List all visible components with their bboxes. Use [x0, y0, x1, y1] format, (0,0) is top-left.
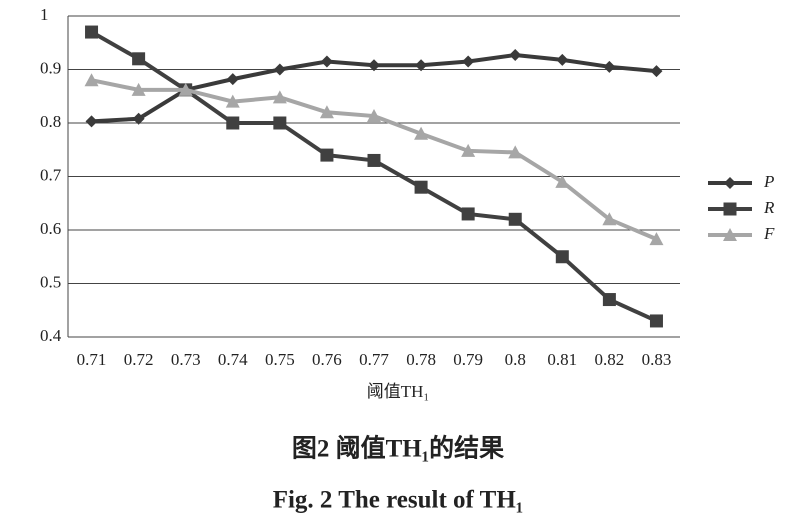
- marker: [368, 59, 380, 72]
- marker: [555, 174, 570, 188]
- legend-label: F: [763, 224, 775, 243]
- x-tick-label: 0.77: [359, 350, 389, 369]
- marker: [273, 63, 286, 76]
- x-tick-label: 0.81: [547, 350, 577, 369]
- x-tick-label: 0.76: [312, 350, 342, 369]
- marker: [132, 52, 146, 66]
- marker: [272, 90, 287, 104]
- marker: [508, 145, 523, 159]
- y-tick-label: 0.9: [40, 58, 61, 77]
- marker: [320, 148, 334, 162]
- marker: [226, 116, 240, 130]
- marker: [319, 105, 334, 119]
- marker: [320, 55, 333, 68]
- x-axis-label: 阈值TH₁: [367, 382, 430, 401]
- y-tick-label: 0.6: [40, 219, 61, 238]
- x-tick-label: 0.73: [171, 350, 201, 369]
- marker: [225, 94, 240, 108]
- marker: [508, 212, 522, 226]
- marker: [556, 53, 569, 66]
- x-tick-label: 0.74: [218, 350, 248, 369]
- y-tick-label: 0.5: [40, 272, 61, 291]
- marker: [723, 228, 737, 241]
- x-tick-label: 0.83: [642, 350, 672, 369]
- marker: [415, 59, 428, 72]
- marker: [650, 65, 663, 78]
- caption-cn: 图2 阈值TH₁的结果: [292, 434, 504, 463]
- marker: [649, 314, 663, 328]
- marker: [414, 180, 428, 194]
- marker: [461, 143, 476, 157]
- marker: [461, 207, 475, 221]
- caption-en: Fig. 2 The result of TH₁: [273, 487, 524, 514]
- x-tick-label: 0.82: [595, 350, 625, 369]
- marker: [602, 293, 616, 307]
- marker: [131, 82, 146, 96]
- marker: [178, 82, 193, 96]
- x-tick-label: 0.72: [124, 350, 154, 369]
- x-tick-label: 0.75: [265, 350, 295, 369]
- marker: [367, 109, 381, 123]
- marker: [462, 55, 475, 68]
- marker: [414, 126, 429, 140]
- marker: [649, 232, 664, 246]
- marker: [85, 115, 98, 128]
- x-tick-label: 0.79: [453, 350, 483, 369]
- legend-label: R: [763, 198, 775, 217]
- x-tick-label: 0.78: [406, 350, 436, 369]
- marker: [603, 60, 616, 73]
- marker: [367, 153, 381, 167]
- marker: [226, 73, 239, 86]
- y-tick-label: 1: [40, 5, 49, 24]
- legend-label: P: [763, 172, 774, 191]
- marker: [84, 73, 99, 87]
- marker: [273, 116, 287, 130]
- x-tick-label: 0.8: [505, 350, 526, 369]
- marker: [555, 250, 569, 264]
- x-tick-label: 0.71: [77, 350, 107, 369]
- y-tick-label: 0.8: [40, 112, 61, 131]
- marker: [85, 25, 99, 39]
- marker: [724, 177, 736, 189]
- marker: [602, 212, 617, 226]
- marker: [509, 49, 522, 62]
- marker: [132, 112, 145, 125]
- y-tick-label: 0.7: [40, 165, 62, 184]
- y-tick-label: 0.4: [40, 326, 62, 345]
- marker: [723, 202, 737, 216]
